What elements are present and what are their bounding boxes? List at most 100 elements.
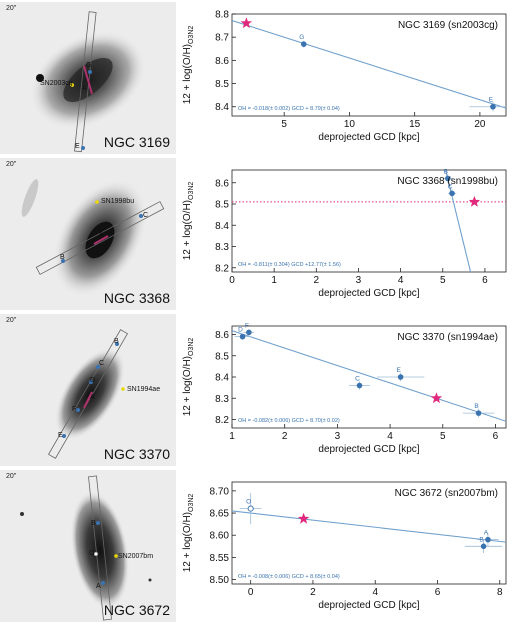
chart-svg: 1 2 3 4 5 6 8.2 8.3 8.4 8.5 8.6 deprojected GCD [kp…	[182, 322, 507, 455]
chart-title: NGC 3672 (sn2007bm)	[395, 488, 498, 499]
supernova-label: SN2007bm	[118, 553, 154, 560]
data-point-label: G	[299, 34, 304, 41]
x-tick-label: 10	[344, 119, 356, 130]
chart-title: NGC 3370 (sn1994ae)	[397, 332, 498, 343]
data-point-label: O	[246, 499, 251, 506]
chart-title: NGC 3368 (sn1998bu)	[397, 176, 498, 187]
y-tick-label: 8.50	[210, 575, 230, 586]
fit-equation: OH = -0.082(± 0.006) GCD + 8.70(± 0.02)	[238, 418, 340, 424]
data-point	[445, 175, 451, 182]
panel-ngc3169: 20" SN2003cg G A E NGC 3169 5 10 15 20 8.4 8.…	[0, 0, 520, 156]
y-tick-label: 8.60	[210, 531, 230, 542]
chart-svg: 0 1 2 3 4 5 6 8.2 8.3 8.4 8.5 8.6 deprojected GCD [k…	[182, 169, 507, 299]
galaxy-image-drawing	[21, 179, 165, 297]
fit-equation: OH = -0.018(± 0.002) GCD + 8.79(± 0.04)	[238, 106, 340, 112]
fit-equation: OH = -0.811(± 0.304) GCD +12.77(± 1.56)	[238, 262, 341, 268]
galaxy-name: NGC 3169	[103, 134, 170, 150]
region-label: D	[90, 377, 96, 384]
plot-area	[232, 329, 506, 422]
data-point	[397, 374, 404, 380]
y-tick-label: 8.4	[215, 102, 229, 113]
supernova-star-marker	[430, 392, 443, 404]
scale-label: 20"	[6, 161, 17, 168]
y-tick-label: 8.2	[215, 415, 229, 426]
x-tick-label: 4	[387, 431, 393, 442]
x-tick-label: 5	[440, 275, 446, 286]
y-tick-label: 8.5	[215, 79, 229, 90]
region-label: F	[72, 406, 77, 413]
chart-ngc3368: 0 1 2 3 4 5 6 8.2 8.3 8.4 8.5 8.6 deprojected GCD [k…	[176, 156, 520, 312]
y-axis-label: 12 + log(O/H)O3N2	[182, 338, 195, 417]
chart-title: NGC 3169 (sn2003cg)	[398, 20, 498, 31]
region-label: E	[75, 143, 80, 150]
x-tick-label: 8	[497, 587, 503, 598]
fit-line	[232, 19, 506, 109]
supernova-star-marker	[468, 195, 481, 207]
plot-frame	[231, 13, 507, 117]
chart-ngc3672: 0 2 4 6 8 8.50 8.55 8.60 8.65 8.70 deprojected GCD…	[176, 468, 520, 624]
data-point	[246, 329, 252, 336]
galaxy-name: NGC 3370	[103, 446, 170, 462]
y-tick-label: 8.6	[215, 56, 229, 67]
data-point	[247, 505, 254, 512]
x-tick-label: 20	[474, 119, 486, 130]
x-axis-label: deprojected GCD [kpc]	[318, 132, 419, 143]
x-axis-label: deprojected GCD [kpc]	[318, 600, 419, 611]
galaxy-image: 20" SN2007bm A B O NGC 3672	[0, 470, 176, 622]
region-label: C	[143, 212, 149, 219]
scale-label: 20"	[6, 317, 17, 324]
x-tick-label: 3	[335, 431, 341, 442]
y-tick-label: 8.5	[215, 351, 229, 362]
data-point-label: E	[396, 367, 401, 374]
y-tick-label: 8.6	[215, 178, 229, 189]
x-tick-label: 6	[493, 431, 499, 442]
panel-ngc3370: 20" SN1994ae A B C D E F NGC 3370 1 2 3 4 5 6…	[0, 312, 520, 468]
galaxy-image: 20" SN1998bu A B C NGC 3368	[0, 158, 176, 310]
x-tick-label: 2	[314, 275, 320, 286]
supernova-star-marker	[297, 512, 310, 524]
region-label: G	[86, 62, 92, 69]
chart-svg: 0 2 4 6 8 8.50 8.55 8.60 8.65 8.70 deprojected GCD…	[182, 481, 507, 611]
y-tick-label: 8.4	[215, 221, 229, 232]
x-tick-label: 6	[482, 275, 488, 286]
galaxy-image-drawing	[47, 329, 129, 459]
y-tick-label: 8.5	[215, 200, 229, 211]
x-tick-label: 6	[435, 587, 441, 598]
y-tick-label: 8.65	[210, 509, 230, 520]
fit-line	[445, 170, 472, 272]
region-label: O	[89, 550, 95, 557]
y-tick-label: 8.3	[215, 394, 229, 405]
chart-ngc3370: 1 2 3 4 5 6 8.2 8.3 8.4 8.5 8.6 deprojected GCD [kp…	[176, 312, 520, 468]
fit-line	[232, 510, 506, 543]
region-label: B	[91, 520, 96, 527]
x-tick-label: 2	[282, 431, 288, 442]
y-axis-label: 12 + log(O/H)O3N2	[182, 26, 195, 105]
plot-frame	[231, 481, 507, 585]
y-tick-label: 8.55	[210, 553, 230, 564]
data-point-label: F	[245, 322, 249, 329]
region-label: E	[58, 432, 63, 439]
data-point	[300, 41, 307, 47]
scale-label: 20"	[6, 5, 17, 12]
plot-frame	[231, 169, 507, 273]
x-tick-label: 3	[356, 275, 362, 286]
data-point	[239, 333, 246, 340]
data-point-label: B	[479, 536, 483, 543]
y-tick-label: 8.70	[210, 486, 230, 497]
y-tick-label: 8.6	[215, 330, 229, 341]
x-axis-label: deprojected GCD [kpc]	[318, 444, 419, 455]
panel-ngc3368: 20" SN1998bu A B C NGC 3368 0 1 2 3 4 5 6 8.2 8.…	[0, 156, 520, 312]
data-point-label: B	[444, 169, 448, 176]
region-label: B	[114, 338, 119, 345]
x-tick-label: 2	[310, 587, 316, 598]
supernova-star-marker	[240, 17, 253, 29]
supernova-label: SN2003cg	[40, 80, 73, 87]
x-tick-label: 0	[248, 587, 254, 598]
data-point-label: A	[484, 530, 489, 537]
data-point	[356, 382, 363, 389]
y-tick-label: 8.8	[215, 10, 229, 21]
x-tick-label: 1	[229, 431, 235, 442]
galaxy-image-drawing	[20, 475, 152, 621]
x-tick-label: 1	[271, 275, 277, 286]
region-label: A	[90, 394, 95, 401]
